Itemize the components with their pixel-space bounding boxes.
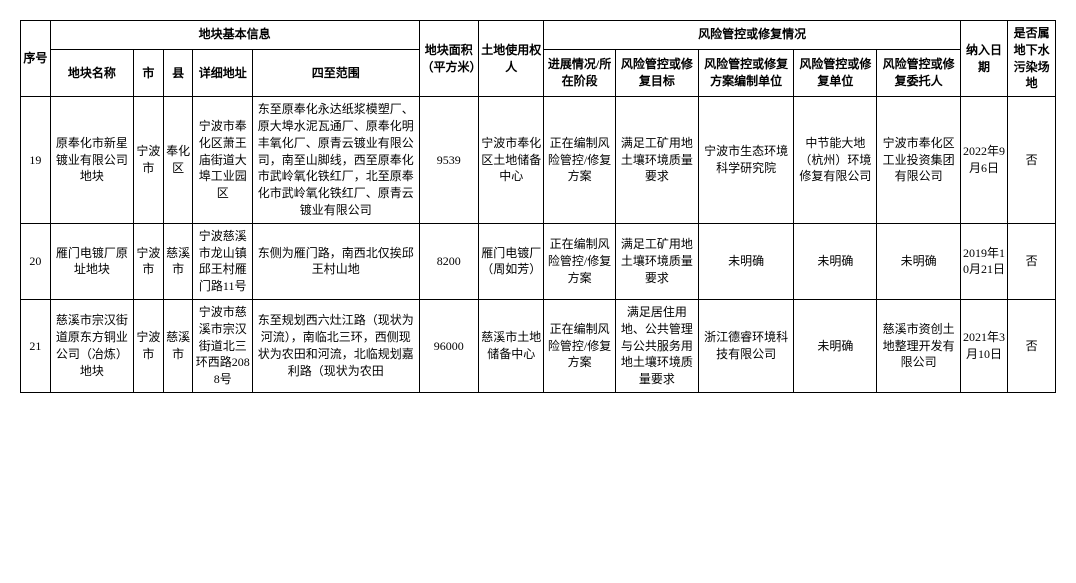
cell-gw: 否 [1008,299,1056,392]
hdr-progress: 进展情况/所在阶段 [544,49,615,96]
hdr-client: 风险管控或修复委托人 [877,49,960,96]
cell-compiler: 未明确 [699,223,794,299]
hdr-date: 纳入日期 [960,21,1008,97]
hdr-city: 市 [134,49,164,96]
cell-progress: 正在编制风险管控/修复方案 [544,223,615,299]
hdr-target: 风险管控或修复目标 [615,49,698,96]
cell-seq: 21 [21,299,51,392]
table-row: 19原奉化市新星镀业有限公司地块宁波市奉化区宁波市奉化区萧王庙街道大埠工业园区东… [21,97,1056,224]
cell-county: 慈溪市 [163,299,193,392]
cell-name: 雁门电镀厂原址地块 [50,223,133,299]
cell-addr: 宁波慈溪市龙山镇邱王村雁门路11号 [193,223,252,299]
cell-gw: 否 [1008,223,1056,299]
cell-area: 9539 [419,97,478,224]
hdr-group-basic: 地块基本信息 [50,21,419,50]
cell-addr: 宁波市慈溪市宗汉街道北三环西路2088号 [193,299,252,392]
cell-city: 宁波市 [134,97,164,224]
cell-gw: 否 [1008,97,1056,224]
cell-target: 满足工矿用地土壤环境质量要求 [615,97,698,224]
hdr-name: 地块名称 [50,49,133,96]
cell-bound: 东至规划西六灶江路（现状为河流），南临北三环，西侧现状为农田和河流，北临规划嘉利… [252,299,419,392]
cell-client: 慈溪市资创土地整理开发有限公司 [877,299,960,392]
land-table: 序号 地块基本信息 地块面积（平方米） 土地使用权人 风险管控或修复情况 纳入日… [20,20,1056,393]
hdr-bound: 四至范围 [252,49,419,96]
hdr-area: 地块面积（平方米） [419,21,478,97]
cell-bound: 东侧为雁门路，南西北仅挨邱王村山地 [252,223,419,299]
cell-repairer: 未明确 [794,299,877,392]
hdr-gw: 是否属地下水污染场地 [1008,21,1056,97]
cell-area: 96000 [419,299,478,392]
cell-addr: 宁波市奉化区萧王庙街道大埠工业园区 [193,97,252,224]
cell-compiler: 宁波市生态环境科学研究院 [699,97,794,224]
cell-repairer: 未明确 [794,223,877,299]
hdr-seq: 序号 [21,21,51,97]
cell-seq: 20 [21,223,51,299]
hdr-addr: 详细地址 [193,49,252,96]
cell-seq: 19 [21,97,51,224]
hdr-county: 县 [163,49,193,96]
cell-bound: 东至原奉化永达纸浆模塑厂、原大埠水泥瓦通厂、原奉化明丰氧化厂、原青云镀业有限公司… [252,97,419,224]
cell-date: 2019年10月21日 [960,223,1008,299]
cell-compiler: 浙江德睿环境科技有限公司 [699,299,794,392]
cell-target: 满足居住用地、公共管理与公共服务用地土壤环境质量要求 [615,299,698,392]
table-row: 21慈溪市宗汉街道原东方铜业公司（冶炼）地块宁波市慈溪市宁波市慈溪市宗汉街道北三… [21,299,1056,392]
hdr-compiler: 风险管控或修复方案编制单位 [699,49,794,96]
table-body: 19原奉化市新星镀业有限公司地块宁波市奉化区宁波市奉化区萧王庙街道大埠工业园区东… [21,97,1056,393]
cell-city: 宁波市 [134,223,164,299]
cell-city: 宁波市 [134,299,164,392]
cell-owner: 慈溪市土地储备中心 [478,299,543,392]
cell-date: 2021年3月10日 [960,299,1008,392]
cell-name: 慈溪市宗汉街道原东方铜业公司（冶炼）地块 [50,299,133,392]
cell-progress: 正在编制风险管控/修复方案 [544,299,615,392]
cell-county: 奉化区 [163,97,193,224]
hdr-repairer: 风险管控或修复单位 [794,49,877,96]
cell-client: 宁波市奉化区工业投资集团有限公司 [877,97,960,224]
cell-date: 2022年9月6日 [960,97,1008,224]
cell-owner: 雁门电镀厂（周如芳） [478,223,543,299]
cell-client: 未明确 [877,223,960,299]
cell-repairer: 中节能大地（杭州）环境修复有限公司 [794,97,877,224]
cell-target: 满足工矿用地土壤环境质量要求 [615,223,698,299]
cell-progress: 正在编制风险管控/修复方案 [544,97,615,224]
cell-area: 8200 [419,223,478,299]
cell-owner: 宁波市奉化区土地储备中心 [478,97,543,224]
cell-name: 原奉化市新星镀业有限公司地块 [50,97,133,224]
hdr-owner: 土地使用权人 [478,21,543,97]
table-header: 序号 地块基本信息 地块面积（平方米） 土地使用权人 风险管控或修复情况 纳入日… [21,21,1056,97]
table-row: 20雁门电镀厂原址地块宁波市慈溪市宁波慈溪市龙山镇邱王村雁门路11号东侧为雁门路… [21,223,1056,299]
cell-county: 慈溪市 [163,223,193,299]
hdr-group-risk: 风险管控或修复情况 [544,21,960,50]
